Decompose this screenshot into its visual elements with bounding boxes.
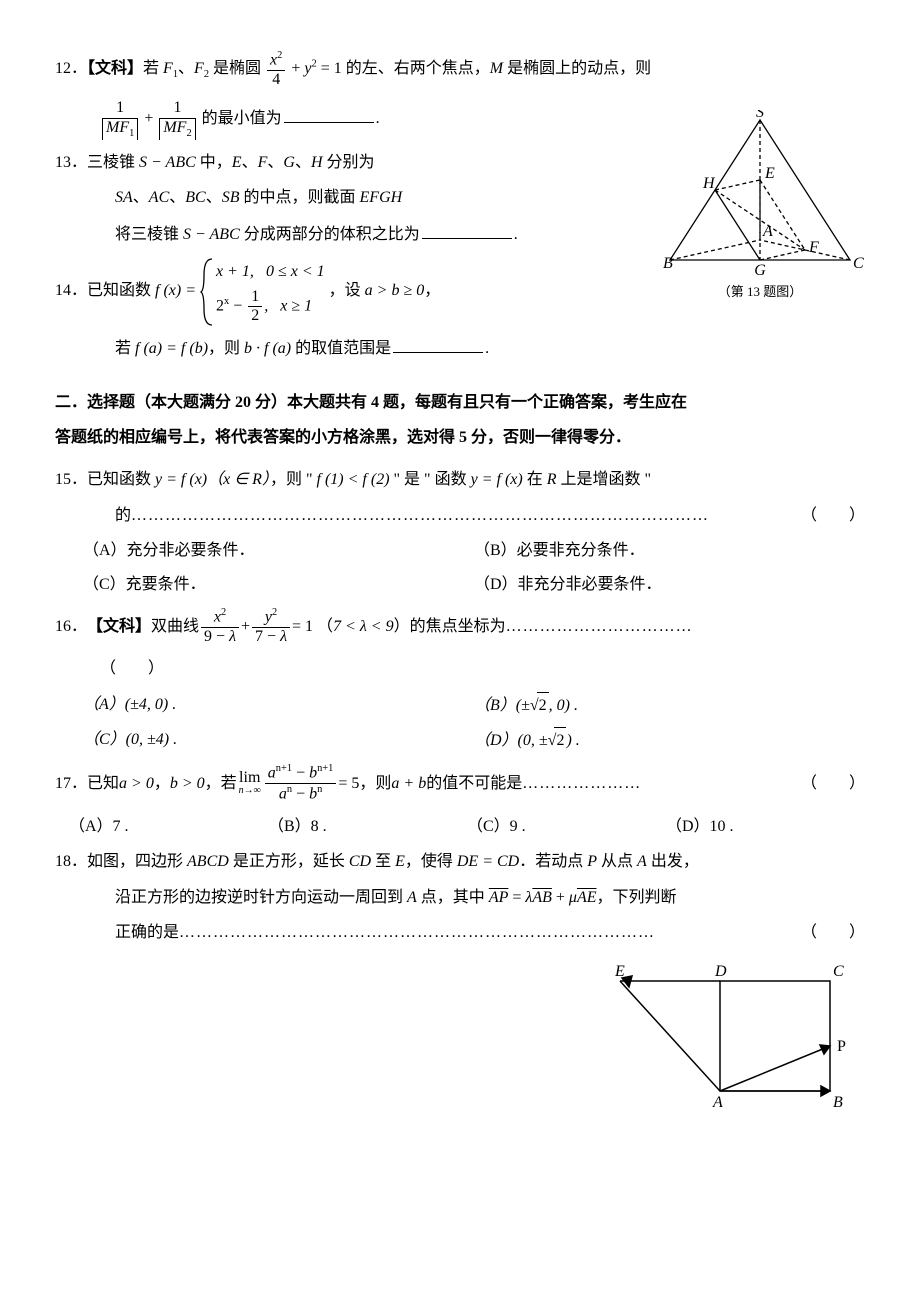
dots: ………………… [522, 771, 797, 797]
q12-term1: 1MF1 [102, 99, 138, 140]
q12-eq1: = 1 [317, 60, 342, 77]
svg-text:E: E [615, 963, 625, 980]
svg-text:P: P [837, 1038, 846, 1055]
q17-lim: limn→∞ [239, 770, 261, 796]
svg-text:B: B [833, 1094, 843, 1111]
q16-opts1: （A）(±4, 0) . （B）(±2, 0) . [83, 692, 865, 719]
q12-M: M [490, 60, 503, 77]
q17-opts: （A）7 . （B）8 . （C）9 . （D）10 . [69, 814, 865, 840]
q14-piecewise: x + 1, 0 ≤ x < 1 2x − 12, x ≥ 1 [200, 257, 325, 325]
q17-paren[interactable]: （ ） [801, 771, 865, 797]
svg-text:A: A [712, 1094, 723, 1111]
q15-line1: 15．已知函数 y = f (x)（x ∈ R），则 " f (1) < f (… [55, 467, 865, 493]
q18-svg: E D C A B P [615, 961, 855, 1111]
q16-f2: y27 − λ [252, 607, 290, 646]
q13-line2: SA、AC、BC、SB 的中点，则截面 EFGH [55, 185, 585, 211]
q17-A[interactable]: （A）7 . [69, 814, 268, 840]
q13-line3: 将三棱锥 S − ABC 分成两部分的体积之比为. [55, 221, 585, 247]
q12-tplus: + [140, 110, 157, 127]
q15-opts1: （A）充分非必要条件． （B）必要非充分条件． [83, 538, 865, 564]
q13-figure: S B C A G H E F （第 13 题图） [645, 110, 875, 303]
q16-opts2: （C）(0, ±4) . （D）(0, ±2) . [83, 727, 865, 754]
svg-text:G: G [754, 262, 766, 279]
q15-D[interactable]: （D）非充分非必要条件． [474, 572, 865, 598]
svg-text:F: F [808, 239, 819, 256]
svg-text:A: A [762, 223, 773, 240]
svg-text:C: C [853, 255, 864, 272]
q15-B[interactable]: （B）必要非充分条件． [474, 538, 865, 564]
q15-opts2: （C）充要条件． （D）非充分非必要条件． [83, 572, 865, 598]
q12-plus: + [287, 60, 304, 77]
q12-F1: F1 [163, 60, 178, 77]
q18-paren[interactable]: （ ） [801, 920, 865, 946]
svg-text:E: E [764, 165, 775, 182]
dots: …………………………… [506, 614, 865, 640]
svg-text:C: C [833, 963, 844, 980]
q15-line2: 的………………………………………………………………………………………… （ ） [55, 503, 865, 529]
q15-paren[interactable]: （ ） [801, 503, 865, 529]
q16-num: 16． [55, 614, 87, 640]
q16-C[interactable]: （C）(0, ±4) . [83, 727, 474, 754]
svg-text:B: B [663, 255, 673, 272]
q14-blank[interactable] [393, 335, 483, 353]
brace-icon [200, 257, 214, 327]
q17-frac: an+1 − bn+1 an − bn [265, 763, 337, 803]
dots: ………………………………………………………………………………………… [131, 503, 797, 529]
dots: ………………………………………………………………………… [179, 920, 797, 946]
q13-caption: （第 13 题图） [645, 282, 875, 303]
q12-blank[interactable] [284, 105, 374, 123]
q12-num: 12． [55, 60, 87, 77]
q16-A[interactable]: （A）(±4, 0) . [83, 692, 474, 719]
q17-num: 17． [55, 771, 87, 797]
q16-line1: 16．【文科】双曲线 x29 − λ + y27 − λ = 1 （7 < λ … [55, 607, 865, 646]
q12-period: . [376, 110, 380, 127]
q17-line1: 17．已知 a > 0，b > 0，若 limn→∞ an+1 − bn+1 a… [55, 763, 865, 803]
q17-B[interactable]: （B）8 . [268, 814, 467, 840]
q12-y: y2 [304, 60, 316, 77]
q15-num: 15． [55, 471, 87, 488]
q14-line2: 若 f (a) = f (b)，则 b · f (a) 的取值范围是. [55, 335, 865, 361]
q13-svg: S B C A G H E F [655, 110, 865, 280]
q12-line1: 12．【文科】若 F1、F2 是椭圆 x24 + y2 = 1 的左、右两个焦点… [55, 50, 865, 89]
q12-mid2: 的左、右两个焦点， [342, 60, 490, 77]
q18-num: 18． [55, 853, 87, 870]
q17-D[interactable]: （D）10 . [666, 814, 865, 840]
svg-text:D: D [714, 963, 727, 980]
svg-text:H: H [702, 175, 716, 192]
q13-line1: 13．三棱锥 S − ABC 中，E、F、G、H 分别为 [55, 150, 585, 176]
q16-paren[interactable]: （ ） [100, 660, 164, 677]
q18-figure: E D C A B P [615, 961, 865, 1120]
q12-mid1: 是椭圆 [209, 60, 265, 77]
q18-line3: 正确的是………………………………………………………………………… （ ） [55, 920, 865, 946]
q12-pre: 若 [143, 60, 163, 77]
q16-tag: 【文科】 [87, 614, 151, 640]
q12-tag: 【文科】 [87, 60, 143, 77]
q12-term2: 1MF2 [159, 99, 195, 140]
q18-line1: 18．如图，四边形 ABCD 是正方形，延长 CD 至 E，使得 DE = CD… [55, 849, 865, 875]
q16-line2: （ ） [55, 656, 865, 682]
q17-C[interactable]: （C）9 . [467, 814, 666, 840]
q12-tail: 的最小值为 [198, 110, 282, 127]
q15-C[interactable]: （C）充要条件． [83, 572, 474, 598]
q13-block: S B C A G H E F （第 13 题图） 13．三棱锥 S − ABC… [55, 150, 865, 248]
q12-frac: x24 [267, 50, 285, 89]
q14-num: 14． [55, 282, 87, 299]
q13-blank[interactable] [422, 221, 512, 239]
section2-l1: 二．选择题（本大题满分 20 分）本大题共有 4 题，每题有且只有一个正确答案，… [55, 390, 865, 416]
q18-line2: 沿正方形的边按逆时针方向运动一周回到 A 点，其中 AP = λAB + μAE… [55, 885, 865, 911]
q16-D[interactable]: （D）(0, ±2) . [474, 727, 865, 754]
q15-A[interactable]: （A）充分非必要条件． [83, 538, 474, 564]
section2-l2: 答题纸的相应编号上，将代表答案的小方格涂黑，选对得 5 分，否则一律得零分． [55, 425, 865, 451]
q12-mid3: 是椭圆上的动点，则 [503, 60, 651, 77]
q16-B[interactable]: （B）(±2, 0) . [474, 692, 865, 719]
q13-num: 13． [55, 154, 87, 171]
svg-text:S: S [756, 110, 764, 121]
q12-F2: F2 [194, 60, 209, 77]
q16-f1: x29 − λ [201, 607, 239, 646]
q12-sep1: 、 [178, 60, 194, 77]
